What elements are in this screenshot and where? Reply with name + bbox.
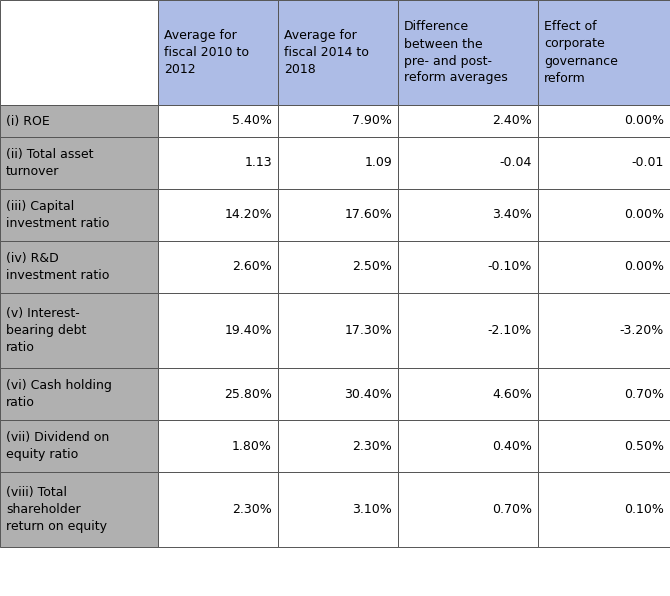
Bar (398, 0, 538, 105)
Text: 0.00%: 0.00% (624, 260, 664, 274)
Text: 7.90%: 7.90% (352, 114, 392, 128)
Text: -0.04: -0.04 (500, 157, 532, 169)
Text: (viii) Total
shareholder
return on equity: (viii) Total shareholder return on equit… (6, 486, 107, 533)
Text: 19.40%: 19.40% (224, 324, 272, 337)
Bar (158, 293, 278, 368)
Bar (398, 241, 538, 293)
Bar (0, 105, 158, 137)
Bar (538, 293, 670, 368)
Text: 5.40%: 5.40% (232, 114, 272, 128)
Text: (i) ROE: (i) ROE (6, 114, 50, 128)
Text: 3.40%: 3.40% (492, 209, 532, 222)
Bar (0, 241, 158, 293)
Bar (398, 420, 538, 472)
Text: (v) Interest-
bearing debt
ratio: (v) Interest- bearing debt ratio (6, 307, 86, 354)
Text: -0.10%: -0.10% (488, 260, 532, 274)
Bar (398, 368, 538, 420)
Text: 2.60%: 2.60% (232, 260, 272, 274)
Bar (538, 472, 670, 547)
Text: 3.10%: 3.10% (352, 503, 392, 516)
Bar (398, 189, 538, 241)
Text: 1.80%: 1.80% (232, 439, 272, 452)
Bar (0, 189, 158, 241)
Bar (278, 368, 398, 420)
Text: Difference
between the
pre- and post-
reform averages: Difference between the pre- and post- re… (404, 20, 508, 85)
Text: -0.01: -0.01 (632, 157, 664, 169)
Text: (vi) Cash holding
ratio: (vi) Cash holding ratio (6, 379, 112, 409)
Bar (538, 420, 670, 472)
Bar (158, 189, 278, 241)
Bar (0, 420, 158, 472)
Bar (278, 105, 398, 137)
Text: 1.13: 1.13 (245, 157, 272, 169)
Bar (398, 472, 538, 547)
Text: 2.50%: 2.50% (352, 260, 392, 274)
Text: Effect of
corporate
governance
reform: Effect of corporate governance reform (544, 20, 618, 85)
Bar (278, 472, 398, 547)
Bar (538, 368, 670, 420)
Text: (iii) Capital
investment ratio: (iii) Capital investment ratio (6, 200, 109, 230)
Bar (538, 241, 670, 293)
Bar (278, 0, 398, 105)
Text: 2.30%: 2.30% (232, 503, 272, 516)
Bar (0, 472, 158, 547)
Text: 25.80%: 25.80% (224, 387, 272, 401)
Bar (0, 0, 158, 105)
Text: 4.60%: 4.60% (492, 387, 532, 401)
Bar (278, 241, 398, 293)
Bar (158, 137, 278, 189)
Text: 17.60%: 17.60% (344, 209, 392, 222)
Bar (538, 0, 670, 105)
Text: Average for
fiscal 2010 to
2012: Average for fiscal 2010 to 2012 (164, 29, 249, 76)
Bar (278, 420, 398, 472)
Text: 14.20%: 14.20% (224, 209, 272, 222)
Text: 0.00%: 0.00% (624, 114, 664, 128)
Text: (iv) R&D
investment ratio: (iv) R&D investment ratio (6, 252, 109, 282)
Bar (158, 420, 278, 472)
Text: Average for
fiscal 2014 to
2018: Average for fiscal 2014 to 2018 (284, 29, 369, 76)
Text: 2.30%: 2.30% (352, 439, 392, 452)
Text: 30.40%: 30.40% (344, 387, 392, 401)
Bar (158, 241, 278, 293)
Bar (158, 368, 278, 420)
Bar (278, 137, 398, 189)
Text: 17.30%: 17.30% (344, 324, 392, 337)
Bar (538, 137, 670, 189)
Text: 2.40%: 2.40% (492, 114, 532, 128)
Bar (158, 105, 278, 137)
Text: -3.20%: -3.20% (620, 324, 664, 337)
Text: 0.00%: 0.00% (624, 209, 664, 222)
Bar (538, 105, 670, 137)
Text: 0.70%: 0.70% (492, 503, 532, 516)
Bar (158, 472, 278, 547)
Bar (398, 137, 538, 189)
Bar (398, 293, 538, 368)
Text: 0.10%: 0.10% (624, 503, 664, 516)
Text: 1.09: 1.09 (364, 157, 392, 169)
Bar (0, 293, 158, 368)
Bar (278, 189, 398, 241)
Bar (398, 105, 538, 137)
Text: (vii) Dividend on
equity ratio: (vii) Dividend on equity ratio (6, 431, 109, 461)
Bar (278, 293, 398, 368)
Text: 0.40%: 0.40% (492, 439, 532, 452)
Bar (0, 137, 158, 189)
Bar (0, 368, 158, 420)
Bar (158, 0, 278, 105)
Text: -2.10%: -2.10% (488, 324, 532, 337)
Text: 0.70%: 0.70% (624, 387, 664, 401)
Text: 0.50%: 0.50% (624, 439, 664, 452)
Bar (538, 189, 670, 241)
Text: (ii) Total asset
turnover: (ii) Total asset turnover (6, 148, 94, 178)
